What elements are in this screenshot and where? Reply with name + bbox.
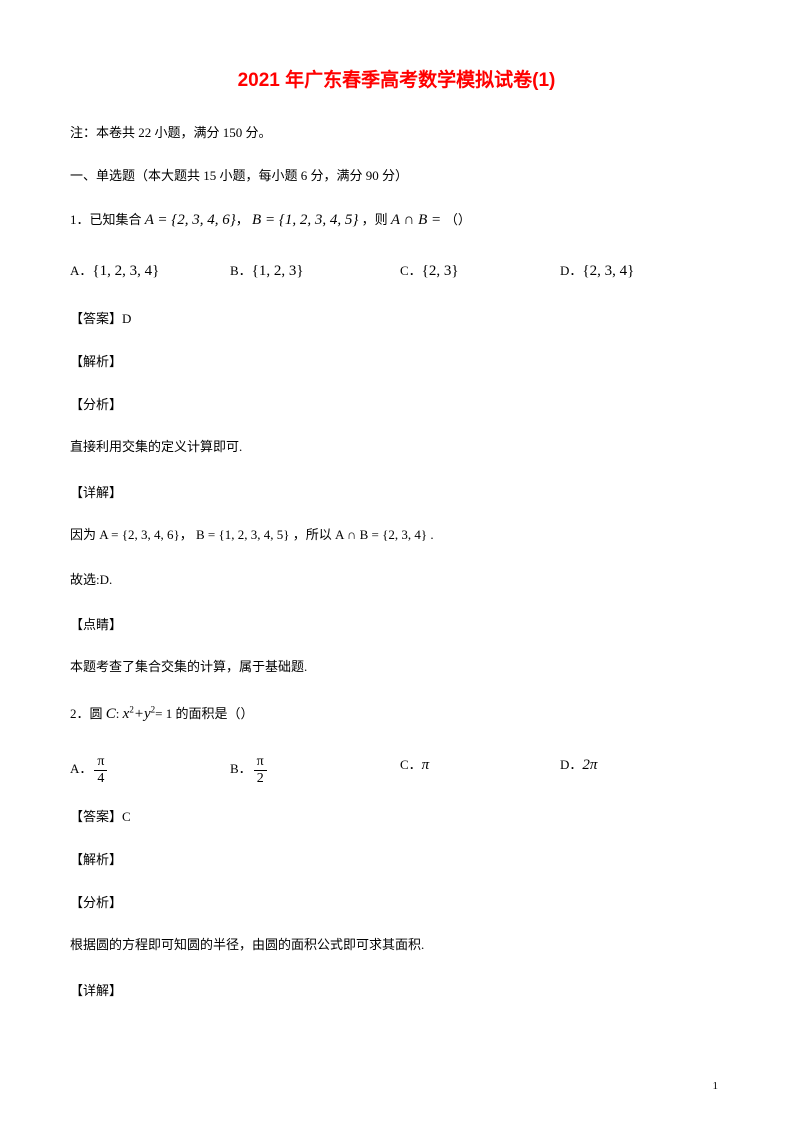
q1-answer: 【答案】D [70, 308, 723, 327]
q1-opt-b-value: {1, 2, 3} [252, 263, 304, 279]
q2-opt-a-label: A． [70, 761, 92, 776]
q1-prefix: 1．已知集合 [70, 212, 145, 227]
section-1-header: 一、单选题（本大题共 15 小题，每小题 6 分，满分 90 分） [70, 165, 723, 184]
q2-b-num: π [254, 754, 267, 770]
q2-opt-b-frac: π2 [254, 754, 267, 786]
q1-opt-b-label: B． [230, 263, 252, 278]
q1-option-c: C．{2, 3} [400, 260, 560, 280]
q2-option-c: C．π [400, 754, 560, 786]
q1-opt-c-value: {2, 3} [422, 263, 459, 279]
exam-note: 注：本卷共 22 小题，满分 150 分。 [70, 122, 723, 141]
q1-xj-result: A ∩ B = {2, 3, 4} [335, 527, 427, 542]
q2-eq-y: y [144, 706, 151, 722]
q2-opt-a-frac: π4 [94, 754, 107, 786]
q2-colon: : [116, 706, 123, 721]
q1-expr: A ∩ B = [391, 212, 445, 228]
question-2: 2．圆 C: x2+y2= 1 的面积是（） [70, 702, 723, 726]
q2-a-den: 4 [94, 771, 107, 786]
q2-fenxi-label: 【分析】 [70, 892, 723, 911]
q2-a-num: π [94, 754, 107, 770]
q1-opt-c-label: C． [400, 263, 422, 278]
q1-opt-a-label: A． [70, 263, 92, 278]
q1-paren: （） [445, 212, 471, 227]
q1-fenxi-label: 【分析】 [70, 394, 723, 413]
q1-opt-d-label: D． [560, 263, 582, 278]
q2-prefix: 2．圆 [70, 706, 106, 721]
q1-jiexi: 【解析】 [70, 351, 723, 370]
q2-option-a: A．π4 [70, 754, 230, 786]
q1-xj-sep2: ，所以 [290, 527, 336, 542]
q1-option-b: B．{1, 2, 3} [230, 260, 400, 280]
q2-b-den: 2 [254, 771, 267, 786]
page-number: 1 [713, 1080, 719, 1092]
q1-xiangjie-text: 因为 A = {2, 3, 4, 6}， B = {1, 2, 3, 4, 5}… [70, 525, 723, 546]
q2-opt-b-label: B． [230, 761, 252, 776]
q1-opt-a-value: {1, 2, 3, 4} [92, 263, 159, 279]
q2-rest: = 1 的面积是（） [155, 706, 253, 721]
q1-xiangjie-label: 【详解】 [70, 482, 723, 501]
q2-circle-var: C [106, 706, 116, 722]
q2-jiexi: 【解析】 [70, 849, 723, 868]
q2-opt-d-value: 2π [582, 757, 597, 773]
q1-option-a: A．{1, 2, 3, 4} [70, 260, 230, 280]
q1-xj-b: B = {1, 2, 3, 4, 5} [196, 527, 289, 542]
q2-plus: + [134, 706, 144, 722]
q1-dianqing-text: 本题考查了集合交集的计算，属于基础题. [70, 657, 723, 678]
q1-options: A．{1, 2, 3, 4} B．{1, 2, 3} C．{2, 3} D．{2… [70, 260, 723, 280]
q1-opt-d-value: {2, 3, 4} [582, 263, 634, 279]
q1-fenxi-text: 直接利用交集的定义计算即可. [70, 437, 723, 458]
q1-xj-end: . [427, 527, 434, 542]
document-title: 2021 年广东春季高考数学模拟试卷(1) [70, 65, 723, 92]
q2-opt-d-label: D． [560, 757, 582, 772]
q2-options: A．π4 B．π2 C．π D．2π [70, 754, 723, 786]
q1-guxuan: 故选:D. [70, 570, 723, 591]
q1-dianqing-label: 【点睛】 [70, 614, 723, 633]
q2-option-b: B．π2 [230, 754, 400, 786]
q2-answer: 【答案】C [70, 806, 723, 825]
q2-option-d: D．2π [560, 754, 597, 786]
q1-set-a: A = {2, 3, 4, 6} [145, 212, 236, 228]
question-1: 1．已知集合 A = {2, 3, 4, 6}， B = {1, 2, 3, 4… [70, 208, 723, 232]
q1-xj-sep1: ， [180, 527, 193, 542]
q2-opt-c-label: C． [400, 757, 422, 772]
q2-fenxi-text: 根据圆的方程即可知圆的半径，由圆的面积公式即可求其面积. [70, 935, 723, 956]
q1-sep1: ， [236, 212, 249, 227]
q1-xj-a: A = {2, 3, 4, 6} [99, 527, 179, 542]
q1-option-d: D．{2, 3, 4} [560, 260, 634, 280]
q1-suffix: ，则 [358, 212, 391, 227]
q2-opt-c-value: π [422, 757, 430, 773]
q1-xj-prefix: 因为 [70, 527, 99, 542]
q2-xiangjie-label: 【详解】 [70, 980, 723, 999]
q1-set-b: B = {1, 2, 3, 4, 5} [252, 212, 358, 228]
